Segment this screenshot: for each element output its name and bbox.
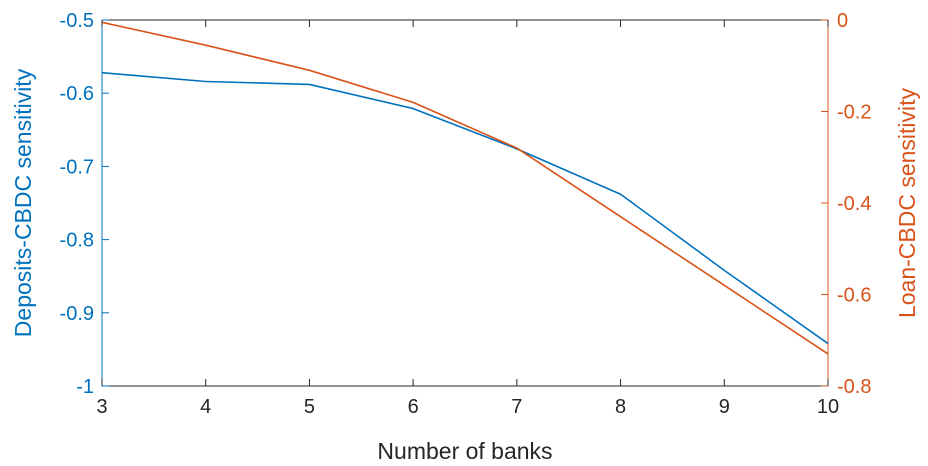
right-y-axis: -0.8 -0.6 -0.4 -0.2 0 [821,10,871,398]
right-y-tick-label: -0.2 [837,102,871,124]
plot-area [101,19,829,387]
right-y-tick-label: -0.4 [837,193,871,215]
x-axis-title: Number of banks [377,438,552,464]
x-tick-label: 9 [719,396,730,418]
left-y-tick-label: -0.7 [60,156,94,178]
x-tick-label: 3 [96,396,107,418]
right-y-axis-title: Loan-CBDC sensitivity [894,87,920,318]
left-y-tick-label: -0.8 [60,230,94,252]
left-y-axis-title: Deposits-CBDC sensitivity [10,68,36,337]
x-tick-label: 8 [615,396,626,418]
loan-cbdc-series-line [101,21,829,355]
right-y-tick-label: -0.6 [837,285,871,307]
left-y-axis: -1 -0.9 -0.8 -0.7 -0.6 -0.5 [60,10,109,398]
left-y-tick-label: -1 [76,376,94,398]
x-axis: 3 4 5 6 7 8 9 10 [96,20,839,418]
x-tick-label: 10 [817,396,839,418]
x-tick-label: 6 [408,396,419,418]
right-y-tick-label: 0 [837,10,848,32]
x-tick-label: 4 [200,396,211,418]
x-tick-label: 5 [304,396,315,418]
right-y-tick-label: -0.8 [837,376,871,398]
left-y-tick-label: -0.5 [60,10,94,32]
left-y-tick-label: -0.6 [60,83,94,105]
deposits-cbdc-series-line [101,71,829,345]
left-y-tick-label: -0.9 [60,303,94,325]
plot-background [102,20,828,386]
series-layer [101,21,829,355]
x-tick-label: 7 [511,396,522,418]
